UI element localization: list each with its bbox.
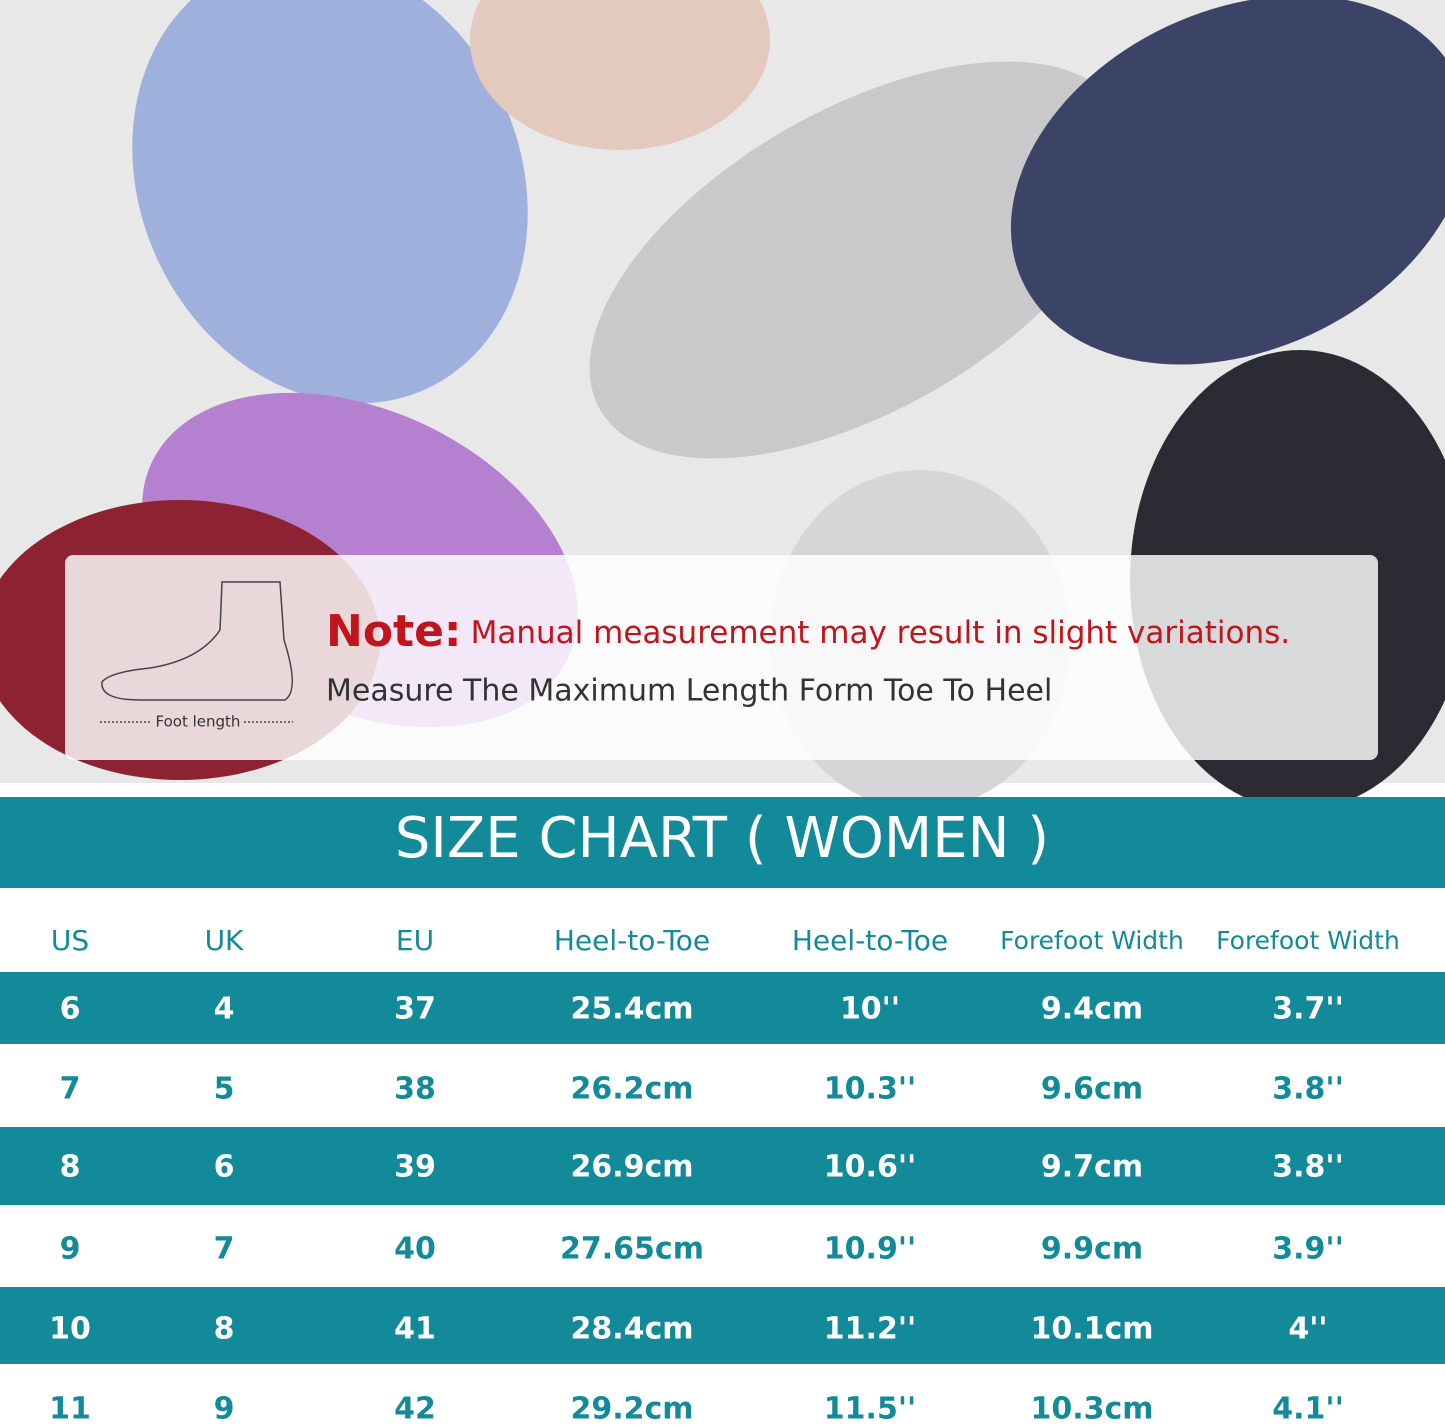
column-header: US bbox=[51, 924, 89, 957]
column-header: Forefoot Width bbox=[1216, 926, 1400, 955]
row-band bbox=[0, 972, 1445, 1044]
cell: 4 bbox=[214, 992, 235, 1027]
row-band bbox=[0, 1287, 1445, 1364]
cell: 9.9cm bbox=[1041, 1232, 1143, 1267]
cell: 10.3'' bbox=[824, 1072, 916, 1107]
cell: 39 bbox=[394, 1150, 436, 1185]
cell: 10'' bbox=[840, 992, 900, 1027]
cell: 6 bbox=[214, 1150, 235, 1185]
note-label: Note: bbox=[326, 606, 462, 657]
cell: 37 bbox=[394, 992, 436, 1027]
cell: 38 bbox=[394, 1072, 436, 1107]
cell: 11 bbox=[49, 1392, 91, 1427]
size-table: US UK EU Heel-to-Toe Heel-to-Toe Forefoot Wid… bbox=[0, 924, 1445, 1427]
cell: 7 bbox=[60, 1072, 81, 1107]
cell: 9 bbox=[214, 1392, 235, 1427]
cell: 4'' bbox=[1288, 1312, 1327, 1347]
cell: 10.6'' bbox=[824, 1150, 916, 1185]
cell: 10.1cm bbox=[1030, 1312, 1153, 1347]
cell: 10 bbox=[49, 1312, 91, 1347]
column-header: EU bbox=[396, 924, 434, 957]
foot-diagram bbox=[100, 581, 293, 723]
cell: 9.7cm bbox=[1041, 1150, 1143, 1185]
instruction: Measure The Maximum Length Form Toe To H… bbox=[326, 674, 1052, 709]
cell: 8 bbox=[60, 1150, 81, 1185]
cell: 4.1'' bbox=[1272, 1392, 1344, 1427]
cell: 10.3cm bbox=[1030, 1392, 1153, 1427]
column-header: Heel-to-Toe bbox=[554, 924, 710, 957]
cell: 42 bbox=[394, 1392, 436, 1427]
cell: 3.8'' bbox=[1272, 1072, 1344, 1107]
cell: 27.65cm bbox=[560, 1232, 704, 1267]
column-header: Heel-to-Toe bbox=[792, 924, 948, 957]
cell: 5 bbox=[214, 1072, 235, 1107]
note-box bbox=[65, 555, 1378, 760]
cell: 28.4cm bbox=[570, 1312, 693, 1347]
cell: 8 bbox=[214, 1312, 235, 1347]
cell: 25.4cm bbox=[570, 992, 693, 1027]
cell: 6 bbox=[60, 992, 81, 1027]
title-bar bbox=[0, 797, 1445, 888]
cell: 26.9cm bbox=[570, 1150, 693, 1185]
diagram-label: Foot length bbox=[156, 713, 241, 731]
column-header: UK bbox=[205, 924, 244, 957]
cell: 11.2'' bbox=[824, 1312, 916, 1347]
cell: 40 bbox=[394, 1232, 436, 1267]
cell: 9 bbox=[60, 1232, 81, 1267]
cell: 41 bbox=[394, 1312, 436, 1347]
note-line: Note: Manual measurement may result in s… bbox=[326, 606, 1290, 657]
note-text: Manual measurement may result in slight … bbox=[471, 615, 1291, 651]
column-header: Forefoot Width bbox=[1000, 926, 1184, 955]
cell: 11.5'' bbox=[824, 1392, 916, 1427]
cell: 7 bbox=[214, 1232, 235, 1267]
cell: 26.2cm bbox=[570, 1072, 693, 1107]
cell: 10.9'' bbox=[824, 1232, 916, 1267]
row-band bbox=[0, 1127, 1445, 1205]
cell: 29.2cm bbox=[570, 1392, 693, 1427]
cell: 3.9'' bbox=[1272, 1232, 1344, 1267]
cell: 3.8'' bbox=[1272, 1150, 1344, 1185]
cell: 9.4cm bbox=[1041, 992, 1143, 1027]
cell: 9.6cm bbox=[1041, 1072, 1143, 1107]
table-title: SIZE CHART ( WOMEN ) bbox=[395, 806, 1049, 871]
cell: 3.7'' bbox=[1272, 992, 1344, 1027]
